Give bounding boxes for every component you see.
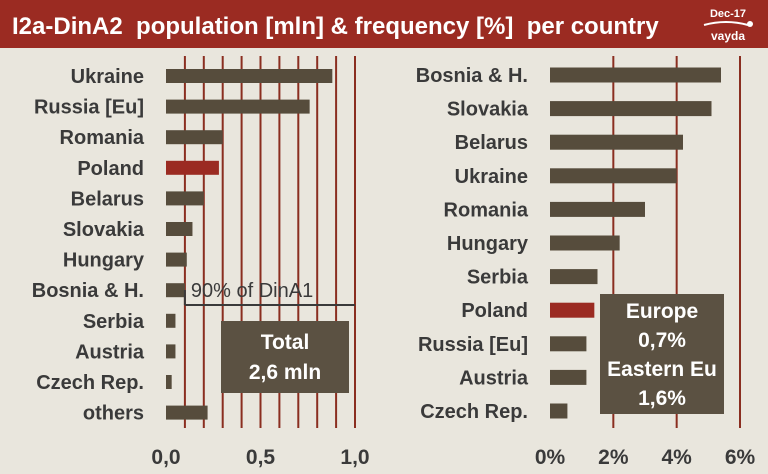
x-tick-label: 0,0: [151, 446, 180, 469]
bar-bosnia-h: [166, 283, 185, 298]
bar-hungary: [550, 235, 620, 251]
bar-belarus: [166, 191, 204, 206]
badge-swoosh-icon: [703, 21, 749, 26]
category-label: Slovakia: [447, 99, 529, 121]
bar-poland: [166, 160, 219, 175]
bar-romania: [166, 130, 223, 145]
bar-austria: [550, 369, 587, 385]
bar-poland: [550, 302, 595, 318]
category-label: Serbia: [467, 267, 529, 289]
summary-box-line2: 2,6 mln: [249, 361, 321, 384]
category-label: Czech Rep.: [36, 372, 144, 394]
x-tick-label: 2%: [598, 446, 629, 469]
bar-slovakia: [166, 222, 193, 236]
x-tick-label: 4%: [661, 446, 692, 469]
bar-russia-eu: [550, 336, 587, 352]
x-tick-label: 1,0: [340, 446, 369, 469]
bar-belarus: [550, 134, 683, 150]
bar-slovakia: [550, 101, 712, 117]
category-label: Poland: [461, 300, 528, 322]
bar-austria: [166, 344, 176, 359]
category-label: Ukraine: [455, 166, 528, 188]
badge-date: Dec-17: [710, 8, 746, 20]
summary-box: [221, 321, 349, 393]
bar-hungary: [166, 252, 187, 267]
category-label: Belarus: [71, 188, 144, 210]
summary-box-line4: 1,6%: [638, 387, 686, 410]
badge-brand: vayda: [711, 29, 745, 43]
summary-box-line1: Europe: [626, 300, 698, 323]
summary-box: [600, 294, 724, 414]
category-label: Hungary: [63, 250, 145, 272]
summary-box-line1: Total: [261, 331, 310, 354]
right-chart-frequency: Bosnia & H. Slovakia Belarus Ukraine Romania…: [416, 56, 756, 469]
category-label: Ukraine: [71, 66, 144, 88]
category-label: Slovakia: [63, 219, 145, 241]
category-label: Belarus: [455, 132, 528, 154]
category-label: Russia [Eu]: [34, 97, 144, 119]
category-label: Czech Rep.: [420, 401, 528, 423]
page-title: I2a-DinA2 population [mln] & frequency […: [12, 13, 659, 40]
bar-serbia: [550, 269, 598, 285]
x-tick-label: 0%: [535, 446, 566, 469]
category-label: Poland: [77, 158, 144, 180]
summary-box-line2: 0,7%: [638, 329, 686, 352]
category-label: Bosnia & H.: [32, 280, 144, 302]
bar-ukraine: [550, 168, 677, 184]
category-label: Austria: [459, 367, 529, 389]
x-tick-label: 0,5: [246, 446, 276, 469]
category-label: Serbia: [83, 311, 145, 333]
brand-badge: Dec-17 vayda: [703, 8, 753, 43]
x-tick-label: 6%: [725, 446, 756, 469]
bar-serbia: [166, 313, 176, 328]
bar-ukraine: [166, 69, 333, 83]
bar-bosnia-h: [550, 67, 721, 83]
category-label: others: [83, 403, 144, 425]
category-label: Russia [Eu]: [418, 334, 528, 356]
bar-others: [166, 405, 208, 420]
bar-romania: [550, 201, 645, 217]
bar-czech-rep: [550, 403, 568, 419]
badge-dot-icon: [747, 21, 753, 27]
reference-line-label: 90% of DinA1: [191, 280, 313, 302]
category-label: Romania: [60, 127, 145, 149]
left-chart-population: Ukraine Russia [Eu] Romania Poland Belarus Sl…: [32, 56, 370, 469]
summary-box-line3: Eastern Eu: [607, 358, 717, 381]
category-label: Hungary: [447, 233, 529, 255]
bar-russia-eu: [166, 99, 310, 114]
category-label: Romania: [444, 199, 529, 221]
bar-czech-rep: [166, 375, 172, 389]
category-label: Austria: [75, 341, 145, 363]
header-bar: [0, 0, 768, 48]
category-label: Bosnia & H.: [416, 65, 528, 87]
